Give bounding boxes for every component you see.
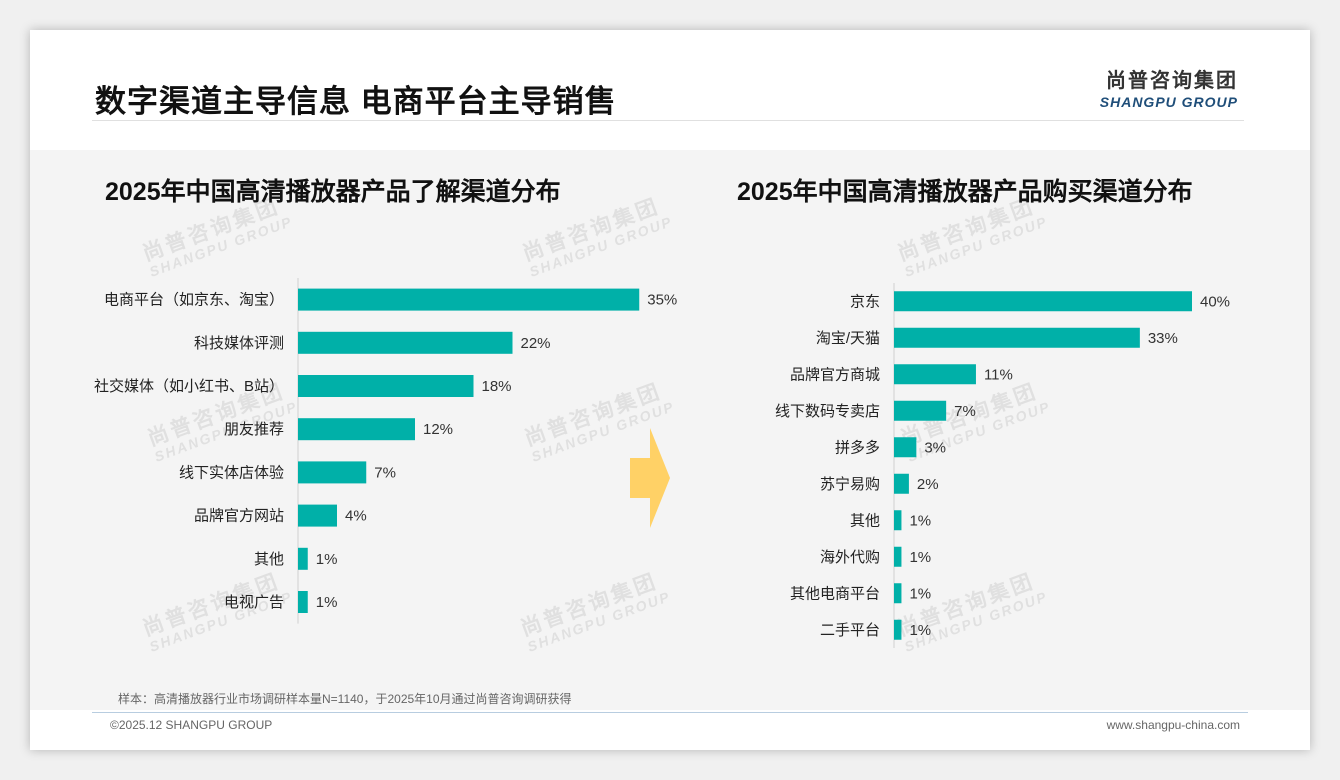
right-chart-bar [894, 473, 909, 494]
left-chart-bar [298, 418, 415, 441]
right-chart-title: 2025年中国高清播放器产品购买渠道分布 [737, 178, 1193, 206]
right-chart-bar [894, 583, 902, 604]
right-chart-svg: 京东 40% 淘宝/天猫 33% 品牌官方商城 11% 线下数码专卖店 7% 拼多多 3% 苏宁易购… [775, 283, 1230, 648]
right-chart-category-label: 京东 [850, 293, 880, 310]
right-chart-category-label: 品牌官方商城 [790, 366, 880, 383]
right-chart-bar [894, 546, 902, 567]
left-chart-category-label: 品牌官方网站 [194, 508, 284, 525]
left-chart-value-label: 22% [521, 335, 551, 352]
brand-logo: 尚普咨询集团 SHANGPU GROUP [1100, 64, 1238, 110]
logo-chinese-text: 尚普咨询集团 [1106, 70, 1238, 92]
right-chart-bar [894, 400, 947, 421]
left-chart-bar [298, 331, 513, 354]
left-chart-bar [298, 504, 337, 527]
sample-note: 样本：高清播放器行业市场调研样本量N=1140，于2025年10月通过尚普咨询调… [118, 692, 572, 706]
right-chart-value-label: 40% [1200, 293, 1230, 310]
header-divider [92, 120, 1244, 121]
website-url: www.shangpu-china.com [1106, 718, 1240, 732]
right-chart-bar [894, 327, 1140, 348]
left-chart-bar [298, 375, 474, 397]
left-chart-value-label: 7% [374, 464, 396, 481]
right-chart-value-label: 1% [909, 585, 931, 602]
right-chart-category-label: 二手平台 [820, 622, 880, 639]
right-chart-bar [894, 510, 902, 531]
left-chart-title: 2025年中国高清播放器产品了解渠道分布 [105, 178, 561, 206]
right-chart-value-label: 1% [909, 512, 931, 529]
page-title: 数字渠道主导信息 电商平台主导销售 [95, 84, 617, 119]
left-chart-bar [298, 288, 640, 311]
copyright: ©2025.12 SHANGPU GROUP [110, 718, 273, 732]
left-chart-category-label: 社交媒体（如小红书、B站） [94, 377, 284, 395]
right-chart-category-label: 拼多多 [835, 439, 880, 456]
right-chart-value-label: 33% [1148, 330, 1178, 347]
left-chart-value-label: 4% [345, 508, 367, 525]
right-chart-category-label: 苏宁易购 [820, 476, 880, 493]
right-chart-category-label: 其他 [850, 512, 880, 529]
right-chart-category-label: 海外代购 [820, 549, 880, 566]
left-chart-category-label: 线下实体店体验 [179, 464, 284, 481]
right-chart-value-label: 7% [954, 403, 976, 420]
right-arrow-icon [630, 428, 670, 528]
right-chart-value-label: 2% [917, 476, 939, 493]
left-chart-bar [298, 547, 308, 570]
left-chart-category-label: 电商平台（如京东、淘宝） [104, 292, 284, 309]
left-chart-category-label: 电视广告 [224, 594, 284, 611]
left-chart-value-label: 12% [423, 421, 453, 438]
right-chart-bar [894, 364, 976, 385]
right-chart-bar [894, 437, 917, 458]
right-chart-value-label: 1% [909, 622, 931, 639]
content-background [30, 150, 1310, 710]
left-chart-svg: 电商平台（如京东、淘宝） 35% 科技媒体评测 22% 社交媒体（如小红书、B站） 18%… [94, 278, 677, 624]
left-chart-value-label: 35% [647, 292, 677, 309]
footer-divider [92, 712, 1248, 713]
left-chart-bar [298, 461, 367, 484]
logo-english-text: SHANGPU GROUP [1099, 94, 1238, 110]
left-chart-bar [298, 591, 308, 613]
left-chart-value-label: 18% [482, 378, 512, 395]
left-chart-category-label: 科技媒体评测 [194, 335, 284, 352]
left-chart-value-label: 1% [316, 594, 338, 611]
right-chart-category-label: 其他电商平台 [790, 585, 880, 602]
slide: 数字渠道主导信息 电商平台主导销售 尚普咨询集团 SHANGPU GROUP 尚… [30, 30, 1310, 750]
left-chart-value-label: 1% [316, 551, 338, 568]
right-chart-bar [894, 619, 902, 640]
right-chart-category-label: 淘宝/天猫 [816, 330, 880, 347]
right-chart-category-label: 线下数码专卖店 [775, 403, 880, 420]
left-chart-category-label: 朋友推荐 [224, 421, 284, 438]
right-chart-value-label: 3% [924, 439, 946, 456]
right-chart-bar [894, 291, 1192, 312]
right-chart-value-label: 1% [909, 549, 931, 566]
right-chart-value-label: 11% [984, 366, 1013, 383]
left-chart-category-label: 其他 [254, 551, 284, 568]
